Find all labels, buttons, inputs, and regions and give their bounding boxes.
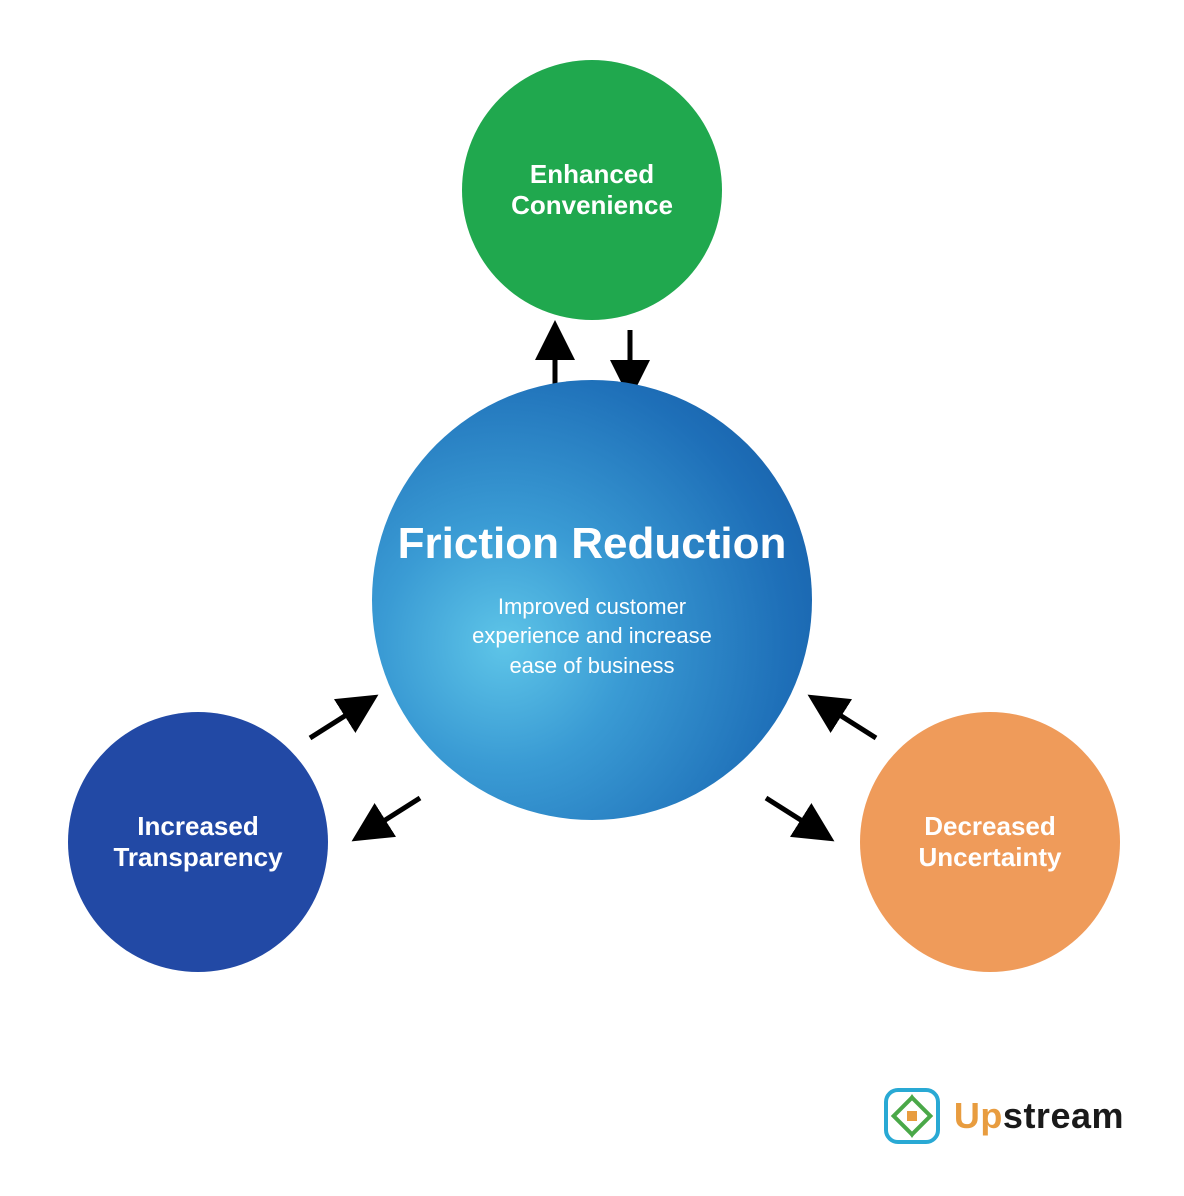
upstream-logo: Upstream [882,1086,1124,1146]
satellite-node-enhanced-convenience: Enhanced Convenience [462,60,722,320]
center-node-friction-reduction: Friction Reduction Improved customer exp… [372,380,812,820]
upstream-logo-icon [882,1086,942,1146]
logo-text-stream: stream [1003,1095,1124,1136]
center-node-subtitle: Improved customer experience and increas… [452,592,732,681]
satellite-label: Enhanced Convenience [492,159,692,221]
satellite-label: Increased Transparency [98,811,298,873]
arrow-br-to-center [816,700,876,738]
arrow-center-to-bl [360,798,420,836]
satellite-node-decreased-uncertainty: Decreased Uncertainty [860,712,1120,972]
arrow-bl-to-center [310,700,370,738]
upstream-logo-text: Upstream [954,1095,1124,1137]
satellite-node-increased-transparency: Increased Transparency [68,712,328,972]
arrow-center-to-br [766,798,826,836]
logo-text-up: Up [954,1095,1003,1136]
friction-reduction-diagram: Friction Reduction Improved customer exp… [0,0,1184,1196]
satellite-label: Decreased Uncertainty [890,811,1090,873]
center-node-title: Friction Reduction [398,519,787,570]
